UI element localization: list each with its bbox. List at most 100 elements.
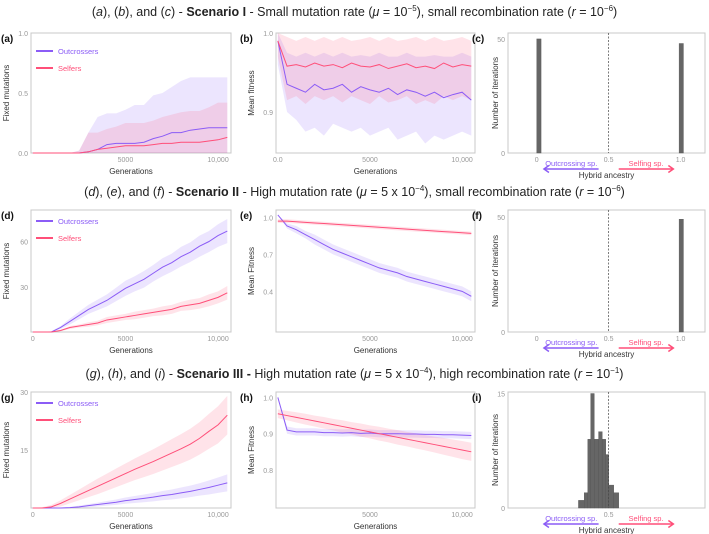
scenario-3-title: (g), (h), and (i) - Scenario III - High … [0, 366, 709, 381]
y-axis-label: Number of iterations [491, 414, 500, 486]
panel-label: (d) [1, 211, 14, 222]
title-segment: ) [619, 367, 624, 382]
arrow-left-icon [542, 519, 550, 529]
x-tick-label: 10,000 [451, 336, 473, 343]
legend-label: Selfers [58, 416, 82, 425]
title-segment: ( [85, 367, 90, 382]
legend-label: Outcrossers [58, 399, 99, 408]
y-tick-label: 50 [497, 37, 505, 44]
series-line-outcrossers [277, 214, 472, 297]
histogram-bar [605, 454, 609, 509]
title-segment: b [118, 5, 126, 20]
arrow-right-icon [667, 519, 675, 529]
legend-label: Selfers [58, 64, 82, 73]
plot-frame [30, 32, 232, 154]
y-axis-label: Number of iterations [491, 235, 500, 307]
x-tick-label: 0.0 [273, 157, 283, 164]
title-segment: Scenario III - [176, 367, 251, 382]
legend-label: Selfers [58, 234, 82, 243]
x-tick-label: 10,000 [451, 157, 473, 164]
panel-a: (a) 0.0 0.5 1.0 5000 10,000 Fixed mutations Gen… [1, 31, 232, 176]
y-tick-label: 1.0 [263, 31, 273, 38]
x-axis-label: Generations [354, 522, 398, 531]
ci-band-outcrossers [32, 77, 228, 153]
title-segment: −5 [407, 4, 417, 13]
plot-frame [30, 209, 232, 333]
x-tick-label: 5000 [362, 157, 378, 164]
panel-label: (f) [472, 211, 482, 222]
y-axis-label: Fixed mutations [2, 243, 11, 299]
y-tick-label: 0.7 [263, 252, 273, 259]
y-tick-label: 50 [497, 215, 505, 222]
series-line-outcrossers [277, 40, 472, 101]
title-segment: −4 [419, 366, 429, 375]
selfing-label: Selfing sp. [629, 159, 664, 168]
histogram-bar [601, 439, 606, 509]
y-tick-label: 15 [20, 448, 28, 455]
histogram-bar [536, 38, 542, 154]
x-tick-label: 0 [535, 336, 539, 343]
title-segment: d [88, 185, 96, 200]
x-tick-label: 0.5 [604, 512, 614, 519]
x-axis-label: Generations [109, 167, 153, 176]
title-segment: ) - [171, 5, 187, 20]
panel-b: (b) 0.9 1.0 0.0 5000 10,000 Mean fitness Genera… [240, 31, 476, 176]
ci-band-selfers [277, 409, 472, 461]
title-segment: ), and ( [125, 5, 165, 20]
panel-e: (e) 0.4 0.7 1.0 5000 10,000 Mean Fitness Genera… [240, 209, 476, 355]
title-segment: −6 [603, 4, 614, 13]
panel-c: (c) 0 50 0 0.5 1.0 Number of iterations Hybrid … [472, 32, 706, 180]
title-segment: μ [364, 367, 372, 382]
x-tick-label: 0 [535, 157, 539, 164]
y-tick-label: 30 [20, 285, 28, 292]
title-segment: = 10 [575, 5, 604, 20]
y-axis-label: Mean Fitness [247, 247, 256, 295]
ci-band-selfers [32, 395, 228, 508]
histogram-bar [584, 492, 589, 509]
series-line-outcrossers [32, 230, 228, 333]
title-segment: ), and ( [117, 185, 158, 200]
panel-label: (h) [240, 393, 253, 404]
histogram-bar [594, 439, 599, 509]
x-tick-label: 0.5 [604, 336, 614, 343]
x-tick-label: 1.0 [676, 336, 686, 343]
title-segment: r [571, 5, 576, 20]
arrow-right-icon [667, 343, 675, 353]
y-tick-label: 0.9 [263, 432, 273, 439]
histogram-bar [587, 439, 591, 509]
y-axis-label: Mean fitness [247, 70, 256, 115]
y-tick-label: 30 [20, 390, 28, 397]
histogram-bar [578, 500, 585, 509]
x-tick-label: 0 [31, 336, 35, 343]
y-tick-label: 0 [501, 506, 505, 513]
x-tick-label: 5000 [362, 336, 378, 343]
title-segment: Scenario II [175, 185, 240, 200]
histogram-bar [608, 484, 614, 509]
title-segment: g [89, 367, 97, 382]
title-segment: Scenario I [186, 5, 247, 20]
histogram-bar [590, 393, 595, 509]
x-tick-label: 0 [31, 512, 35, 519]
title-segment: - High mutation rate ( [239, 185, 360, 200]
title-segment: −6 [611, 184, 621, 193]
title-segment: ), ( [95, 185, 111, 200]
histogram-bar [678, 43, 684, 154]
title-segment: = 10 [582, 367, 611, 382]
y-tick-label: 0.8 [263, 468, 273, 475]
title-segment: ), small recombination rate ( [424, 185, 580, 200]
panel-label: (i) [472, 393, 481, 404]
panel-label: (g) [1, 393, 14, 404]
ci-band-selfers [277, 33, 472, 105]
ci-band-selfers [32, 102, 228, 153]
y-axis-label: Number of iterations [491, 57, 500, 129]
title-segment: ), and ( [118, 367, 159, 382]
panel-label: (c) [472, 34, 484, 45]
title-segment: High mutation rate ( [250, 367, 365, 382]
x-axis-label: Hybrid ancestry [579, 526, 635, 534]
panel-f: (f) 0 50 0 0.5 1.0 Number of iterations Hybrid … [472, 209, 706, 359]
histogram-bar [678, 219, 684, 333]
series-line-selfers [277, 413, 472, 453]
title-segment: μ [372, 5, 380, 20]
y-tick-label: 1.0 [18, 31, 28, 38]
series-line-selfers [32, 136, 228, 154]
